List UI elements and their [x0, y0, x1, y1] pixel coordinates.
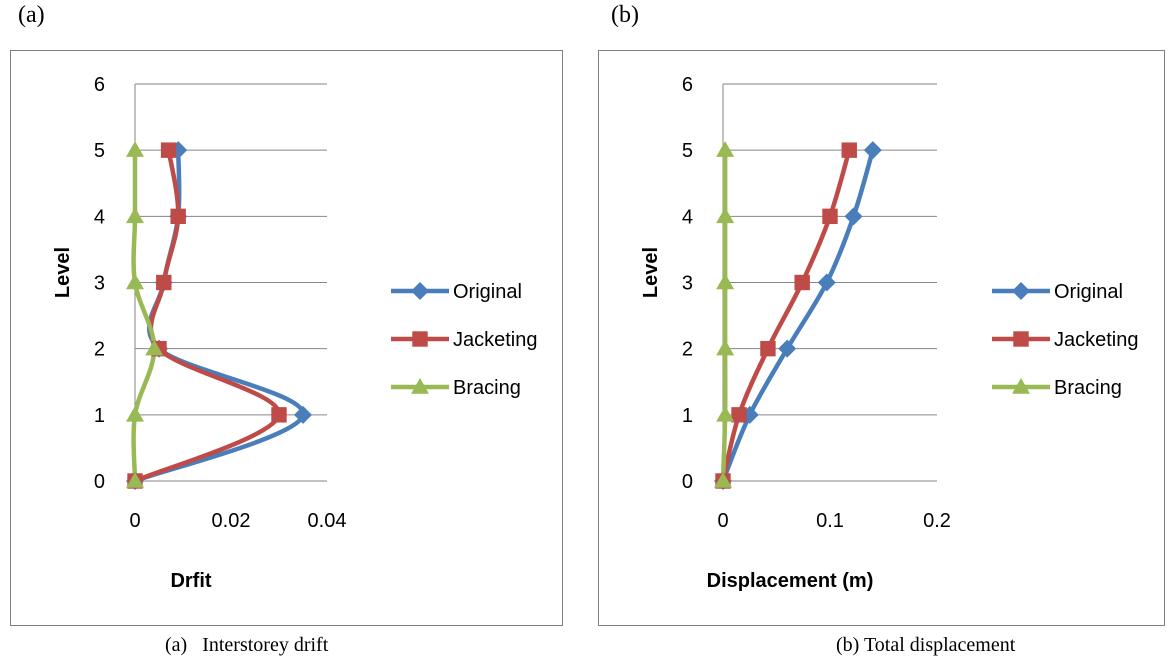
- chart-b-x-axis-title: Displacement (m): [707, 570, 874, 592]
- chart-b-point-original-5: [863, 141, 882, 160]
- chart-a-ytick-label: 2: [94, 339, 105, 361]
- chart-a-point-original-1: [294, 405, 312, 424]
- chart-b-xtick-label: 0.2: [923, 510, 951, 532]
- chart-a-ytick-label: 5: [94, 140, 105, 162]
- chart-b-point-original-4: [844, 207, 863, 226]
- chart-a-y-axis-title: Level: [52, 247, 74, 298]
- chart-b-legend-label-jacketing: Jacketing: [1054, 329, 1139, 351]
- chart-b-point-jacketing-3: [794, 274, 810, 291]
- chart-b-legend-label-bracing: Bracing: [1054, 377, 1122, 399]
- chart-b-legend-marker-bracing: [1012, 378, 1030, 394]
- chart-a-series-line-jacketing: [134, 149, 282, 484]
- chart-b-point-jacketing-4: [822, 208, 838, 225]
- chart-a-legend-label-jacketing: Jacketing: [453, 329, 538, 351]
- chart-b-xtick-label: 0: [717, 510, 728, 532]
- chart-b-point-bracing-2: [716, 339, 735, 356]
- caption-b: (b) Total displacement: [836, 634, 1016, 656]
- chart-b-point-bracing-3: [716, 273, 735, 290]
- chart-b-legend-marker-jacketing: [1013, 331, 1029, 347]
- chart-b-y-axis-title: Level: [640, 247, 662, 298]
- chart-b-ytick-label: 5: [682, 140, 693, 162]
- chart-b-point-bracing-5: [716, 141, 735, 157]
- chart-b-ytick-label: 2: [682, 339, 693, 361]
- chart-b-legend-marker-original: [1012, 282, 1030, 300]
- chart-b-point-jacketing-1: [731, 407, 747, 423]
- chart-a-point-bracing-2: [145, 339, 164, 356]
- chart-a-ytick-label: 4: [94, 206, 105, 228]
- displacement-chart: 0 1 2 3 4 5 6 0 0.1 0.2 Displacement (m) Level Origi…: [640, 74, 1139, 592]
- chart-b-xtick-label: 0.1: [816, 510, 844, 532]
- panel-b-tag: (b): [611, 2, 639, 28]
- chart-a-ytick-label: 0: [94, 471, 105, 493]
- panel-a-tag: (a): [18, 2, 45, 28]
- chart-b-point-bracing-4: [716, 207, 735, 224]
- chart-a-legend-marker-jacketing: [412, 331, 428, 347]
- chart-a-point-jacketing-1: [271, 407, 287, 423]
- chart-b-point-bracing-1: [716, 405, 735, 422]
- chart-b-point-jacketing-5: [841, 142, 857, 158]
- chart-b-legend-label-original: Original: [1054, 281, 1123, 303]
- chart-a-point-jacketing-3: [156, 274, 172, 291]
- chart-b-point-original-3: [817, 273, 836, 292]
- chart-b-ytick-label: 0: [682, 471, 693, 493]
- chart-a-frame: 0 1 2 3 4 5 6 0 0.02 0.04 Drfit Level Original Jacket…: [10, 50, 563, 626]
- drift-chart: 0 1 2 3 4 5 6 0 0.02 0.04 Drfit Level Original Jacket…: [52, 74, 538, 592]
- chart-a-point-bracing-0: [126, 472, 144, 488]
- chart-a-point-bracing-1: [126, 405, 144, 422]
- chart-a-ytick-label: 1: [94, 405, 105, 427]
- chart-b-point-original-2: [778, 339, 797, 358]
- chart-a-point-jacketing-5: [160, 142, 177, 158]
- chart-b-point-jacketing-2: [760, 340, 776, 357]
- chart-a-xtick-label: 0: [129, 510, 140, 532]
- chart-a-xtick-label: 0.02: [212, 510, 251, 532]
- chart-b-frame: 0 1 2 3 4 5 6 0 0.1 0.2 Displacement (m) Level Origi…: [598, 50, 1165, 626]
- chart-a-point-bracing-3: [126, 273, 144, 290]
- chart-a-point-bracing-5: [126, 141, 144, 157]
- chart-a-ytick-label: 6: [94, 74, 105, 96]
- chart-a-legend-marker-original: [411, 282, 429, 300]
- chart-a-legend-label-original: Original: [453, 281, 522, 303]
- caption-a: (a) Interstorey drift: [165, 634, 329, 656]
- chart-a-legend-marker-bracing: [411, 378, 429, 394]
- chart-b-ytick-label: 6: [682, 74, 693, 96]
- chart-a-point-jacketing-4: [170, 208, 186, 225]
- chart-b-ytick-label: 3: [682, 273, 693, 295]
- chart-a-ytick-label: 3: [94, 273, 105, 295]
- chart-a-series-line-original: [134, 150, 306, 484]
- chart-a-xtick-label: 0.04: [308, 510, 347, 532]
- chart-b-series-line-original: [720, 149, 875, 482]
- chart-b-point-bracing-0: [714, 472, 732, 488]
- chart-a-x-axis-title: Drfit: [170, 570, 211, 592]
- chart-a-point-bracing-4: [126, 207, 144, 224]
- chart-b-series-line-bracing: [720, 150, 728, 482]
- chart-b-ytick-label: 4: [682, 206, 693, 228]
- chart-a-legend-label-bracing: Bracing: [453, 377, 521, 399]
- chart-b-ytick-label: 1: [682, 405, 693, 427]
